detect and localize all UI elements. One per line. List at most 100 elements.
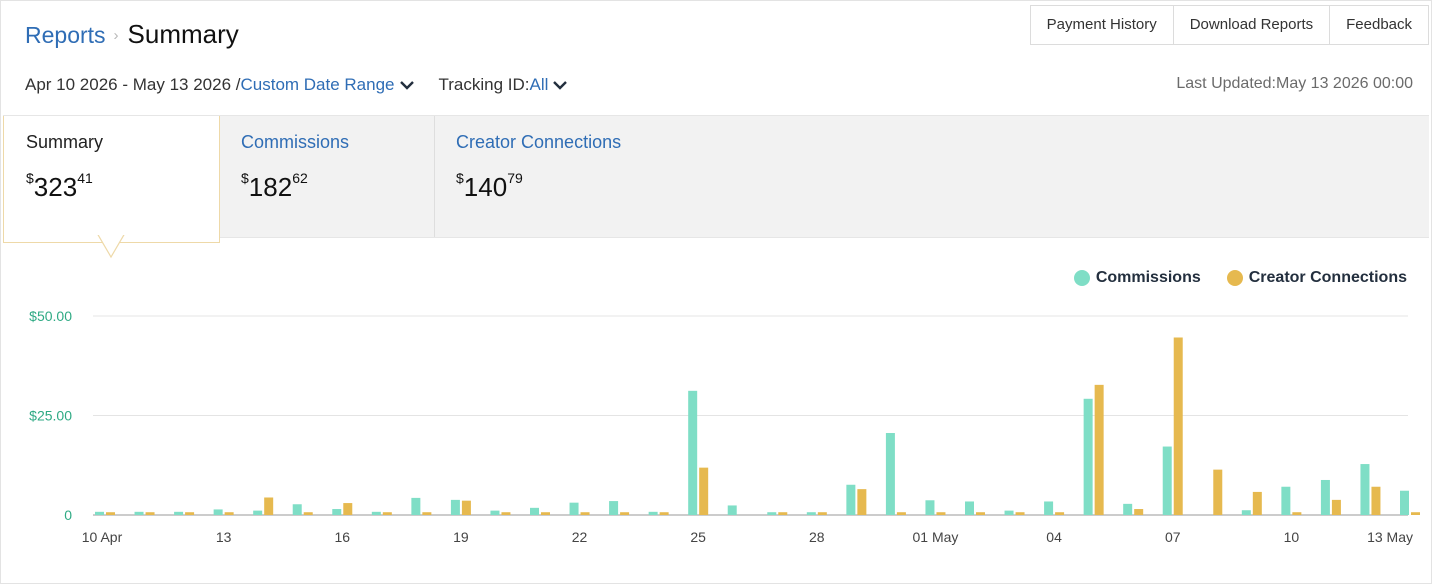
commissions-bar[interactable] <box>1320 479 1330 515</box>
commissions-bar[interactable] <box>1083 398 1093 515</box>
commissions-bar[interactable] <box>253 510 263 515</box>
creator-connections-bar[interactable] <box>1173 337 1183 515</box>
commissions-bar[interactable] <box>1360 464 1370 515</box>
creator-connections-bar[interactable] <box>382 512 392 515</box>
creator-connections-bar[interactable] <box>1055 512 1065 515</box>
creator-connections-bar[interactable] <box>422 512 432 515</box>
creator-connections-bar[interactable] <box>461 500 471 515</box>
creator-connections-bar[interactable] <box>857 489 867 515</box>
creator-connections-bar[interactable] <box>1371 486 1381 515</box>
creator-connections-bar[interactable] <box>976 512 985 515</box>
creator-connections-bar[interactable] <box>303 512 313 515</box>
download-reports-button[interactable]: Download Reports <box>1172 5 1331 45</box>
commissions-bar[interactable] <box>134 511 144 515</box>
tab-summary[interactable]: Summary $32341 <box>3 116 220 243</box>
commissions-bar[interactable] <box>727 505 737 515</box>
commissions-bar[interactable] <box>1162 446 1172 515</box>
commissions-bar[interactable] <box>1123 503 1133 515</box>
tab-creator-connections[interactable]: Creator Connections $14079 <box>434 116 664 237</box>
creator-connections-bar[interactable] <box>1292 512 1302 515</box>
x-tick-label: 19 <box>453 529 469 545</box>
tracking-id-dropdown[interactable]: All <box>529 75 549 94</box>
creator-connections-bar[interactable] <box>817 512 827 515</box>
x-tick-label: 28 <box>809 529 825 545</box>
y-tick-label: $50.00 <box>29 308 72 324</box>
x-tick-label: 10 Apr <box>82 529 123 545</box>
creator-connections-bar[interactable] <box>1015 512 1025 515</box>
commissions-bar[interactable] <box>371 511 381 515</box>
y-tick-label: 0 <box>64 507 72 523</box>
breadcrumb-separator-icon: › <box>113 27 119 44</box>
y-tick-label: $25.00 <box>29 408 72 424</box>
x-tick-label: 13 May <box>1367 529 1413 545</box>
tab-commissions-amount: $18262 <box>241 170 308 202</box>
custom-date-range-dropdown[interactable]: Custom Date Range <box>240 75 395 94</box>
commissions-bar[interactable] <box>490 510 500 515</box>
creator-connections-bar[interactable] <box>1331 499 1341 515</box>
creator-connections-bar[interactable] <box>185 512 195 515</box>
creator-connections-bar[interactable] <box>1252 491 1262 515</box>
creator-connections-bar[interactable] <box>106 512 115 515</box>
commissions-bar[interactable] <box>806 512 816 515</box>
creator-connections-bar[interactable] <box>896 512 906 515</box>
commissions-bar[interactable] <box>767 512 777 515</box>
tab-summary-amount: $32341 <box>26 170 93 202</box>
creator-connections-bar[interactable] <box>580 512 590 515</box>
creator-connections-bar[interactable] <box>343 503 353 515</box>
creator-connections-bar[interactable] <box>541 512 550 515</box>
chevron-down-icon[interactable] <box>399 79 415 91</box>
creator-connections-bar[interactable] <box>501 512 511 515</box>
creator-connections-bar[interactable] <box>1213 469 1223 515</box>
legend-item-creator-connections[interactable]: Creator Connections <box>1226 269 1407 287</box>
tab-creator-connections-label: Creator Connections <box>456 132 622 152</box>
creator-connections-dot-icon <box>1226 270 1243 286</box>
commissions-bar[interactable] <box>213 509 223 515</box>
chart-legend: Commissions Creator Connections <box>1048 269 1407 287</box>
commissions-bar[interactable] <box>1400 490 1409 515</box>
creator-connections-bar[interactable] <box>1134 509 1144 515</box>
commissions-bar[interactable] <box>411 497 421 515</box>
legend-item-commissions[interactable]: Commissions <box>1073 269 1201 287</box>
commissions-bar[interactable] <box>292 504 302 515</box>
tab-commissions[interactable]: Commissions $18262 <box>219 116 435 237</box>
commissions-bar[interactable] <box>569 502 579 515</box>
feedback-button[interactable]: Feedback <box>1329 5 1429 45</box>
commissions-bar[interactable] <box>1004 510 1014 515</box>
commissions-bar[interactable] <box>925 500 935 515</box>
creator-connections-bar[interactable] <box>1411 512 1420 515</box>
creator-connections-bar[interactable] <box>264 497 274 515</box>
summary-tabs: Summary $32341 Commissions $18262 Creato… <box>3 115 1429 243</box>
commissions-bar[interactable] <box>885 433 895 515</box>
commissions-bar[interactable] <box>648 511 658 515</box>
creator-connections-bar[interactable] <box>224 512 234 515</box>
commissions-bar[interactable] <box>95 511 104 515</box>
breadcrumb-reports-link[interactable]: Reports <box>25 22 106 48</box>
commissions-bar[interactable] <box>1241 510 1251 515</box>
payment-history-button[interactable]: Payment History <box>1029 5 1174 45</box>
commissions-dot-icon <box>1073 270 1090 286</box>
creator-connections-bar[interactable] <box>145 512 155 515</box>
commissions-bar[interactable] <box>174 511 184 515</box>
x-tick-label: 07 <box>1165 529 1181 545</box>
commissions-bar[interactable] <box>332 509 342 515</box>
chevron-down-icon[interactable] <box>552 79 568 91</box>
commissions-bar[interactable] <box>846 484 856 515</box>
commissions-bar[interactable] <box>965 501 974 515</box>
creator-connections-bar[interactable] <box>936 512 946 515</box>
creator-connections-bar[interactable] <box>620 512 630 515</box>
commissions-bar[interactable] <box>688 390 698 515</box>
x-tick-label: 16 <box>334 529 350 545</box>
commissions-bar[interactable] <box>1044 501 1054 515</box>
creator-connections-bar[interactable] <box>699 467 709 515</box>
creator-connections-bar[interactable] <box>1094 384 1104 515</box>
commissions-bar[interactable] <box>609 501 619 515</box>
x-tick-label: 10 <box>1284 529 1300 545</box>
breadcrumb: Reports › Summary <box>25 19 239 50</box>
commissions-bar[interactable] <box>1281 486 1291 515</box>
creator-connections-bar[interactable] <box>778 512 788 515</box>
creator-connections-bar[interactable] <box>659 512 669 515</box>
filter-bar: Apr 10 2026 - May 13 2026 / Custom Date … <box>25 75 568 95</box>
active-tab-pointer-icon <box>97 233 125 259</box>
commissions-bar[interactable] <box>450 499 460 515</box>
commissions-bar[interactable] <box>530 507 539 515</box>
